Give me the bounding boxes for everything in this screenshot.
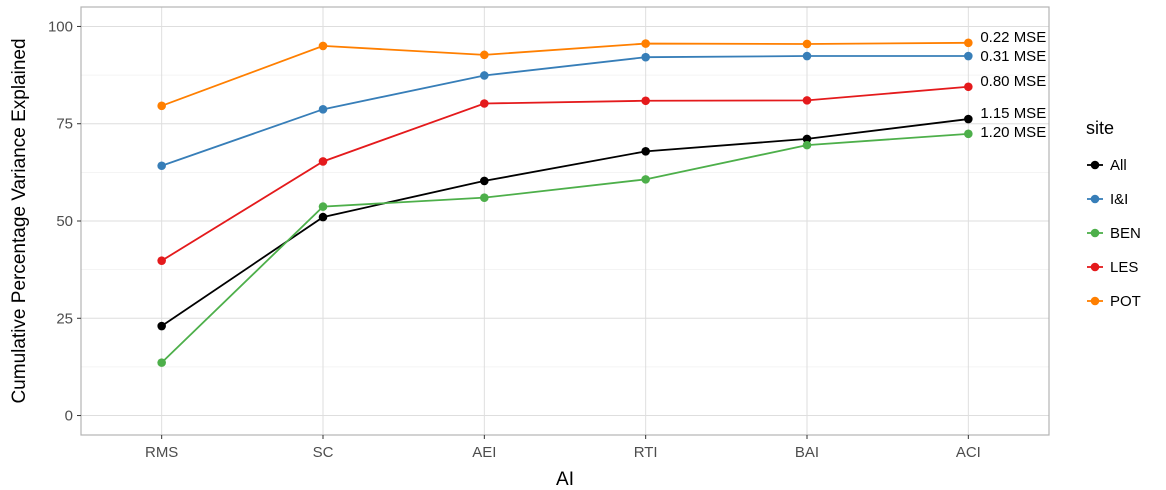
data-point-pot: [802, 39, 812, 49]
data-point-les: [641, 96, 650, 106]
series-les: [157, 82, 973, 265]
data-point-all: [964, 114, 973, 124]
series-lines: [157, 38, 973, 367]
series-all: [157, 114, 973, 331]
data-point-les: [318, 157, 328, 166]
data-point-i-i: [157, 161, 166, 171]
data-point-ben: [480, 193, 489, 202]
legend-label: All: [1110, 157, 1127, 174]
legend-key-point: [1090, 262, 1100, 272]
data-point-i-i: [641, 52, 650, 62]
legend-label: I&I: [1110, 191, 1128, 208]
data-point-all: [802, 134, 812, 144]
y-tick-label: 50: [56, 213, 73, 230]
x-tick-label: SC: [313, 444, 334, 461]
data-point-pot: [157, 101, 166, 111]
data-point-pot: [641, 39, 650, 48]
legend: site All I&I BEN LES POT: [1086, 118, 1141, 310]
series-line-i-i: [161, 55, 969, 167]
y-tick-label: 25: [56, 310, 73, 327]
y-tick-label: 100: [48, 18, 73, 35]
data-point-all: [157, 321, 166, 331]
data-point-les: [157, 256, 166, 265]
axes: 0 25 50 75 100 RMS SC AEI RTI BAI ACI AI Cumulative …: [9, 18, 981, 490]
x-axis-title: AI: [556, 469, 574, 490]
end-annotations: 0.22 MSE 0.31 MSE 0.80 MSE 1.15 MSE 1.20 MSE: [980, 29, 1046, 141]
series-pot: [157, 38, 973, 111]
data-point-ben: [318, 202, 328, 211]
legend-item-i-i: I&I: [1087, 191, 1128, 208]
data-point-all: [480, 176, 489, 186]
series-ben: [157, 129, 973, 367]
legend-label: BEN: [1110, 225, 1141, 242]
mse-annotation: 0.80 MSE: [980, 73, 1046, 90]
legend-key-point: [1090, 296, 1100, 306]
data-point-les: [802, 96, 812, 105]
legend-item-les: LES: [1087, 259, 1138, 276]
data-point-ben: [641, 175, 650, 184]
x-tick-label: AEI: [472, 444, 496, 461]
data-point-les: [964, 82, 973, 92]
x-tick-label: RTI: [634, 444, 658, 461]
series-line-les: [161, 85, 969, 262]
x-tick-label: RMS: [145, 444, 178, 461]
y-axis-title: Cumulative Percentage Variance Explained: [9, 38, 30, 403]
data-point-pot: [480, 50, 489, 60]
series-line-ben: [161, 132, 969, 364]
data-point-all: [318, 212, 328, 222]
data-point-ben: [802, 140, 812, 150]
mse-annotation: 0.22 MSE: [980, 29, 1046, 46]
series-line-all: [161, 118, 969, 327]
data-point-pot: [964, 38, 973, 48]
legend-key-point: [1090, 228, 1100, 238]
legend-label: LES: [1110, 259, 1138, 276]
data-point-i-i: [802, 51, 812, 61]
legend-item-pot: POT: [1087, 293, 1141, 310]
mse-annotation: 1.20 MSE: [980, 124, 1046, 141]
y-tick-label: 0: [65, 408, 73, 425]
mse-annotation: 0.31 MSE: [980, 48, 1046, 65]
data-point-ben: [157, 358, 166, 367]
x-tick-label: ACI: [956, 444, 981, 461]
legend-title: site: [1086, 118, 1114, 138]
data-point-ben: [964, 129, 973, 139]
data-point-i-i: [318, 105, 328, 114]
legend-item-all: All: [1087, 157, 1127, 174]
y-tick-label: 75: [56, 116, 73, 133]
legend-key-point: [1090, 160, 1100, 170]
legend-item-ben: BEN: [1087, 225, 1141, 242]
data-point-i-i: [480, 71, 489, 80]
legend-label: POT: [1110, 293, 1141, 310]
legend-key-point: [1090, 194, 1100, 204]
x-tick-label: BAI: [795, 444, 819, 461]
mse-annotation: 1.15 MSE: [980, 105, 1046, 122]
data-point-i-i: [964, 51, 973, 61]
series-line-pot: [161, 41, 969, 107]
data-point-les: [480, 99, 489, 108]
series-i-i: [157, 51, 973, 171]
data-point-all: [641, 147, 650, 156]
data-point-pot: [318, 41, 328, 51]
